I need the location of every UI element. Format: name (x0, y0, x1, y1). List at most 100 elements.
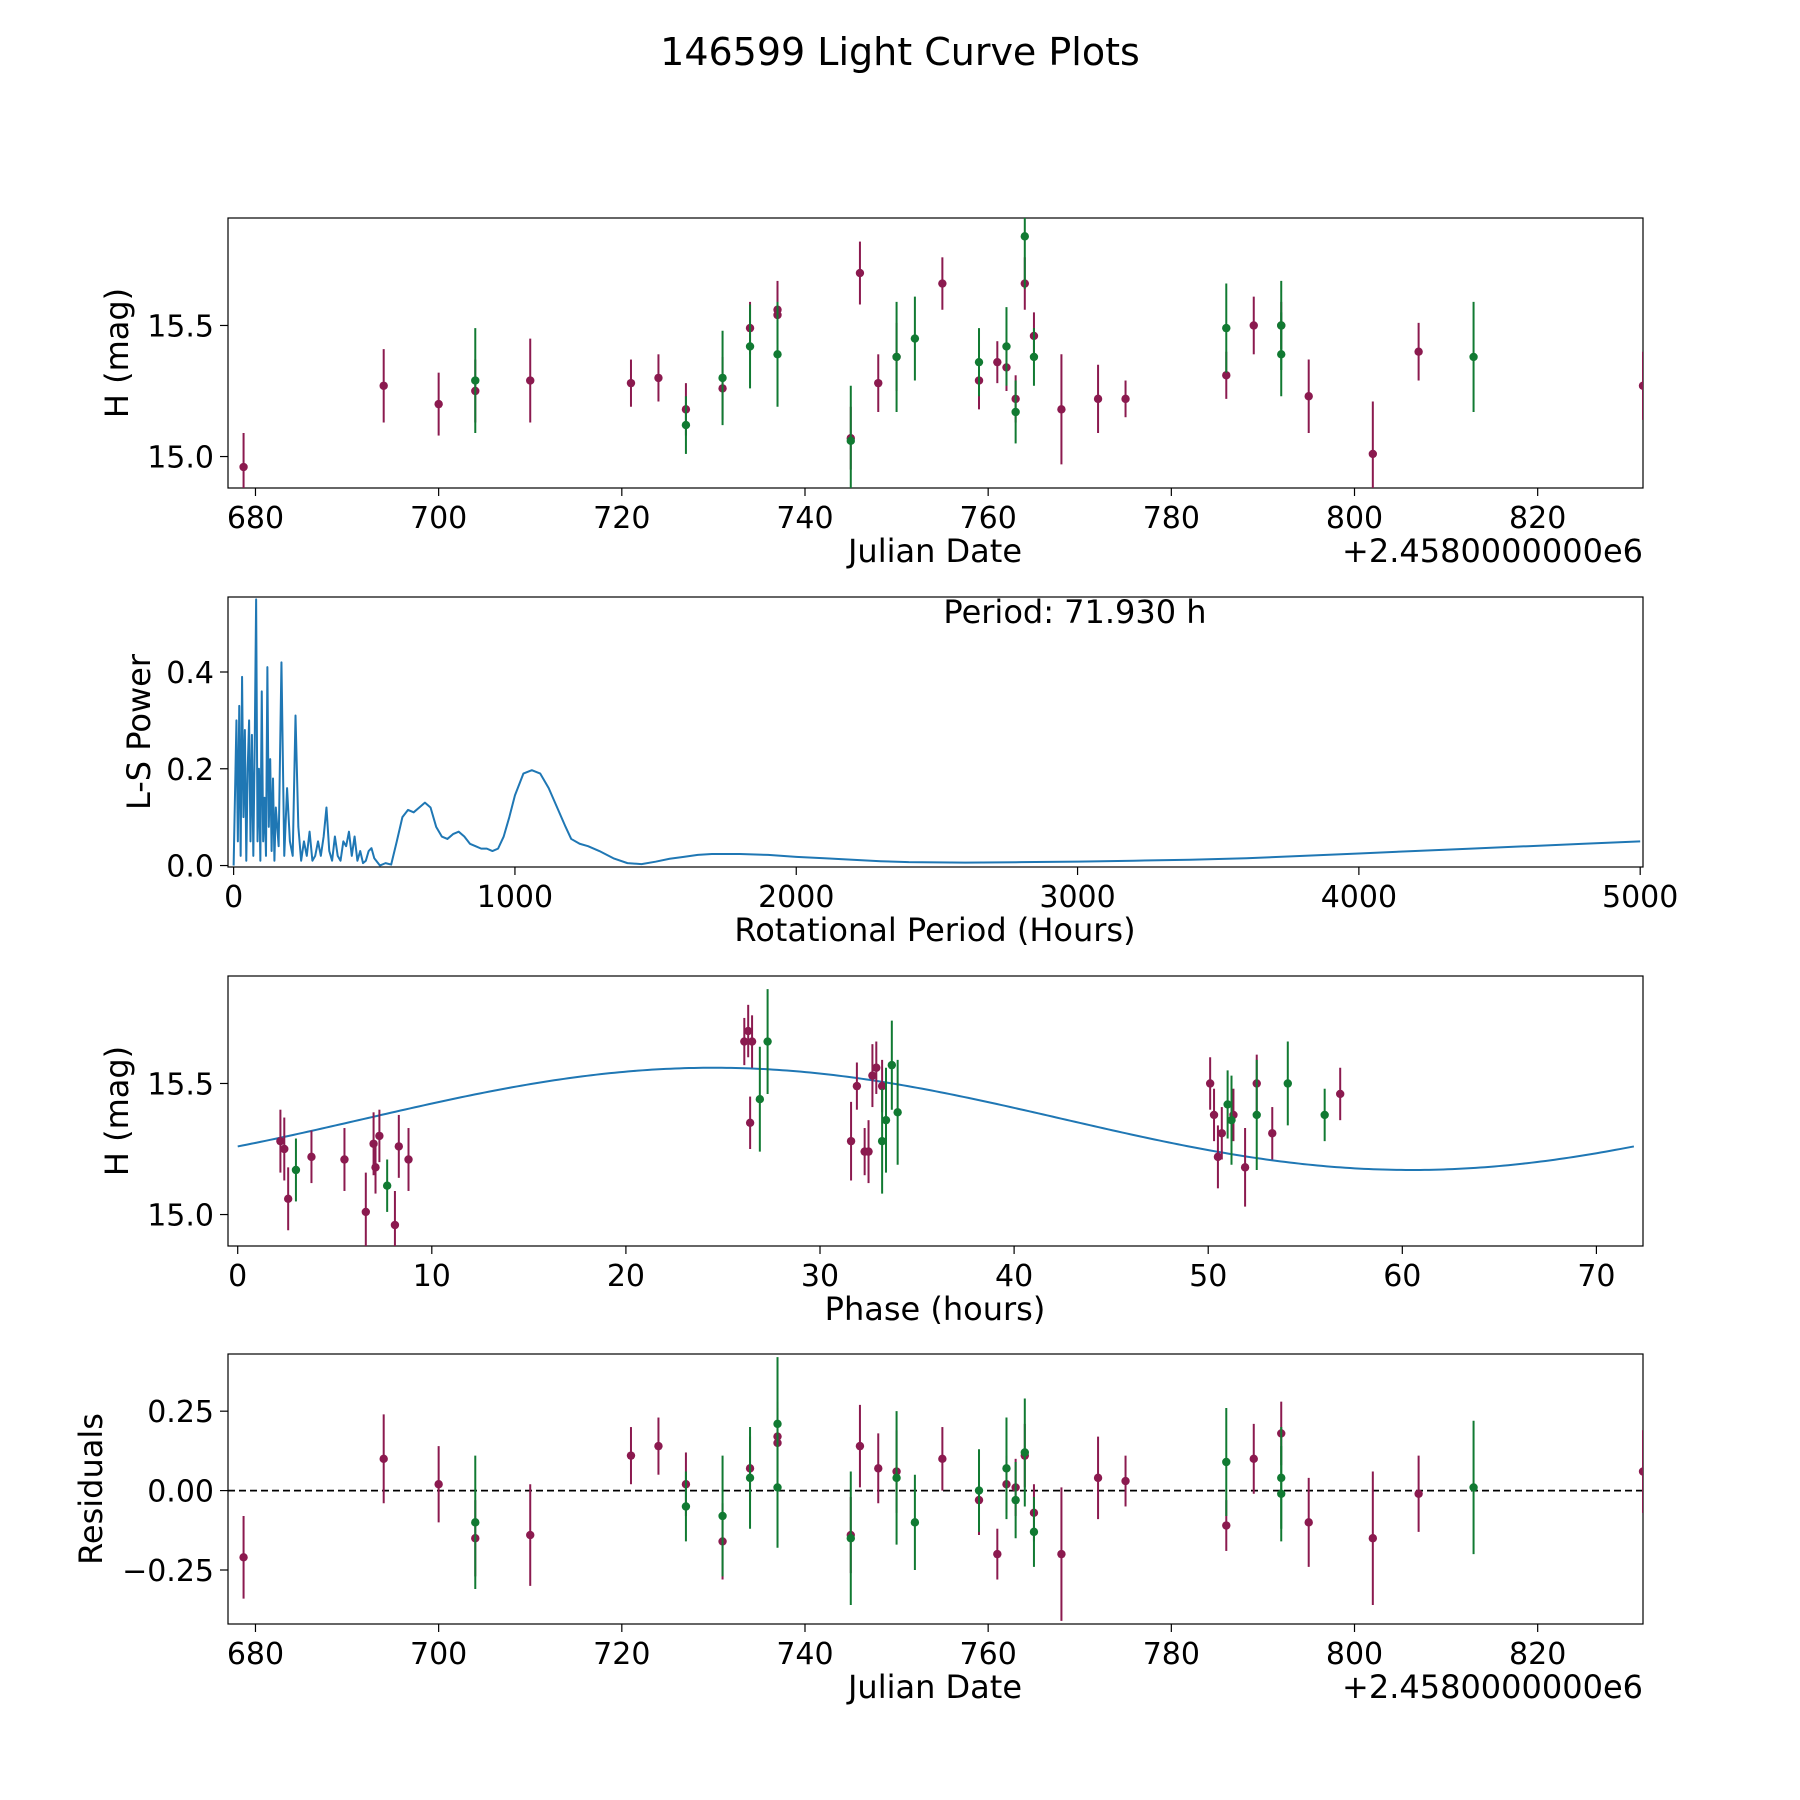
phased-data-point (1209, 1110, 1219, 1120)
residuals-ylabel: Residuals (72, 1413, 110, 1565)
phased-data-point (868, 1071, 877, 1080)
residuals-xtick-label: 800 (1326, 1637, 1383, 1672)
residuals-data-point (379, 1454, 388, 1464)
residuals-data-point (239, 1553, 248, 1562)
residuals-xtick-label: 720 (593, 1637, 650, 1672)
phased-data-point (877, 1136, 887, 1146)
residuals-data-point (1093, 1473, 1103, 1483)
panel-periodogram: 0 1000 2000 3000 4000 5000 0.0 0.2 0.4 Period: 7… (120, 593, 1678, 949)
phased-xtick-label: 40 (995, 1259, 1033, 1294)
periodogram-xtick-label: 3000 (1039, 880, 1115, 915)
residuals-ytick-label: 0.25 (147, 1395, 214, 1430)
phased-data-point (276, 1136, 285, 1146)
phased-xlabel: Phase (hours) (825, 1290, 1046, 1328)
phased-data-point (307, 1152, 316, 1162)
lightcurve-ticks: 680 700 720 740 760 780 800 820 15.0 15.5 (147, 309, 1566, 536)
residuals-data-point (1368, 1534, 1378, 1543)
lightcurve-xtick-label: 740 (776, 501, 833, 536)
phased-ticks: 0 10 20 30 40 50 60 70 15.0 15.5 (147, 1067, 1615, 1294)
phased-data-point (390, 1220, 400, 1230)
phased-data-point (745, 1118, 755, 1127)
panel-lightcurve-frame (227, 217, 1644, 489)
periodogram-ylabel: L-S Power (120, 653, 158, 810)
lightcurve-data-point (892, 352, 901, 362)
phased-data-point (1205, 1079, 1215, 1088)
residuals-data-point (974, 1486, 984, 1495)
lightcurve-data-point (1222, 371, 1231, 380)
lightcurve-ytick-label: 15.0 (147, 441, 214, 476)
phased-data-point (877, 1081, 887, 1091)
lightcurve-data-point (434, 399, 443, 409)
residuals-data-point (654, 1441, 663, 1451)
residuals-data-point (1222, 1457, 1231, 1467)
lightcurve-data-point (626, 378, 636, 388)
phased-data-point (1227, 1115, 1236, 1125)
phased-data-point (743, 1026, 753, 1036)
phased-data-point (872, 1063, 881, 1072)
phased-xtick-label: 50 (1189, 1259, 1227, 1294)
panel-lightcurve: 680 700 720 740 760 780 800 820 15.0 15.5 Julian … (98, 217, 1644, 570)
residuals-data-point (1057, 1549, 1066, 1559)
lightcurve-data-point (1469, 352, 1478, 362)
panel-periodogram-frame (227, 596, 1644, 868)
periodogram-ticks: 0 1000 2000 3000 4000 5000 0.0 0.2 0.4 (166, 656, 1678, 915)
lightcurve-data-point (1029, 352, 1039, 362)
lightcurve-data-point (239, 462, 248, 472)
ls-power-line (232, 598, 1641, 867)
lightcurve-data-point (681, 420, 691, 430)
periodogram-ytick-label: 0.0 (166, 850, 214, 885)
lightcurve-xtick-label: 780 (1143, 501, 1200, 536)
lightcurve-data-point (855, 268, 865, 278)
lightcurve-data-point (993, 357, 1002, 367)
phased-marks (237, 989, 1635, 1246)
lightcurve-data-point (910, 334, 920, 343)
phased-data-point (881, 1115, 891, 1125)
phased-xtick-label: 70 (1577, 1259, 1615, 1294)
lightcurve-data-point (974, 357, 984, 367)
lightcurve-data-point (1414, 347, 1423, 356)
residuals-data-point (526, 1530, 535, 1540)
phased-data-point (1240, 1163, 1250, 1172)
periodogram-xlabel: Rotational Period (Hours) (734, 911, 1135, 949)
phased-ylabel: H (mag) (98, 1046, 136, 1176)
lightcurve-ytick-label: 15.5 (147, 309, 214, 344)
residuals-data-point (434, 1480, 443, 1489)
phased-data-point (283, 1194, 293, 1204)
residuals-data-point (626, 1451, 636, 1460)
lightcurve-marks (239, 218, 1643, 488)
residuals-xtick-label: 740 (776, 1637, 833, 1672)
lightcurve-data-point (1121, 394, 1130, 404)
residuals-data-point (938, 1454, 947, 1464)
lightcurve-data-point (1057, 405, 1066, 414)
panel-phased-frame (227, 975, 1644, 1247)
residuals-data-point (1121, 1476, 1130, 1486)
lightcurve-data-point (938, 279, 947, 288)
lightcurve-offset-label: +2.4580000000e6 (1342, 532, 1643, 570)
lightcurve-ylabel: H (mag) (98, 288, 136, 418)
phased-data-point (291, 1165, 301, 1175)
phased-data-point (375, 1131, 384, 1141)
panel-phased: 0 10 20 30 40 50 60 70 15.0 15.5 Phase (hours) H … (98, 975, 1644, 1328)
lightcurve-data-point (1011, 407, 1020, 417)
phased-data-point (394, 1142, 404, 1151)
phased-ytick-label: 15.0 (147, 1199, 214, 1234)
periodogram-xtick-label: 2000 (758, 880, 834, 915)
lightcurve-data-point (1002, 342, 1011, 351)
lightcurve-data-point (1222, 323, 1231, 333)
residuals-data-point (1002, 1464, 1011, 1473)
lightcurve-data-point (526, 376, 535, 385)
phased-xtick-label: 30 (801, 1259, 839, 1294)
residuals-offset-label: +2.4580000000e6 (1342, 1668, 1643, 1706)
lightcurve-xtick-label: 800 (1326, 501, 1383, 536)
phased-data-point (1217, 1129, 1226, 1138)
phased-data-point (1268, 1129, 1277, 1138)
lightcurve-data-point (1304, 392, 1313, 401)
residuals-xtick-label: 780 (1143, 1637, 1200, 1672)
phased-data-point (340, 1155, 349, 1164)
phased-xtick-label: 60 (1383, 1259, 1421, 1294)
phased-data-point (846, 1136, 856, 1146)
periodogram-ytick-label: 0.4 (166, 656, 214, 691)
lightcurve-data-point (1638, 381, 1643, 390)
phased-data-point (1336, 1089, 1345, 1099)
